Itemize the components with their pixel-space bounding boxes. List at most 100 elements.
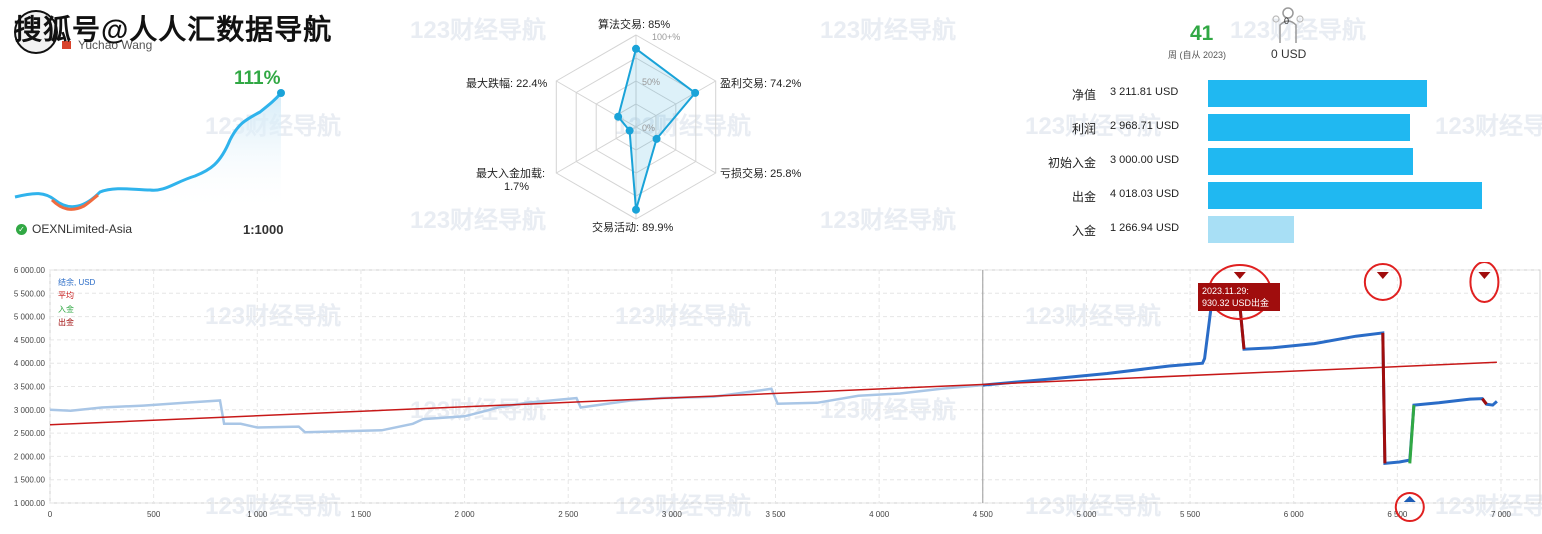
x-tick-label: 1 500 — [351, 510, 372, 519]
balance-row-deposit: 入金 1 266.94 USD — [1010, 216, 1530, 243]
x-tick-label: 2 500 — [558, 510, 579, 519]
y-tick-label: 5 500.00 — [14, 289, 46, 298]
radar-label-max-deposit-value: 1.7% — [504, 181, 530, 193]
tooltip-date: 2023.11.29: — [1202, 286, 1249, 296]
radar-label-profit: 盈利交易: 74.2% — [720, 78, 802, 90]
balance-history-line — [49, 383, 983, 434]
x-tick-label: 0 — [48, 510, 53, 519]
x-tick-label: 3 000 — [662, 510, 683, 519]
avatar[interactable] — [14, 10, 58, 54]
y-tick-label: 6 000.00 — [14, 266, 46, 275]
y-tick-label: 3 000.00 — [14, 406, 46, 415]
y-tick-label: 5 000.00 — [14, 313, 46, 322]
y-tick-label: 4 000.00 — [14, 359, 46, 368]
deposit-marker — [1403, 496, 1416, 502]
x-tick-label: 1 000 — [247, 510, 268, 519]
x-tick-label: 3 500 — [765, 510, 786, 519]
x-tick-label: 5 000 — [1076, 510, 1097, 519]
chart-ticks: 6 000.00 5 500.00 5 000.00 4 500.00 4 000.00… — [14, 266, 1512, 519]
x-tick-label: 500 — [147, 510, 161, 519]
legend-deposit[interactable]: 入金 — [58, 305, 74, 314]
growth-line — [14, 92, 283, 209]
legend-balance[interactable]: 结余, USD — [58, 278, 96, 287]
growth-value: 111% — [234, 68, 281, 89]
balance-label: 利润 — [1071, 122, 1096, 136]
balance-label: 净值 — [1071, 88, 1096, 102]
watermark: 123财经导航 — [820, 207, 957, 234]
withdrawal-marker — [1233, 272, 1246, 279]
radar-spoke — [556, 126, 637, 174]
leverage: 1:1000 — [243, 222, 284, 237]
y-tick-label: 2 000.00 — [14, 452, 46, 461]
radar-point — [632, 44, 640, 53]
balance-bar — [1208, 216, 1294, 243]
radar-label-drawdown: 最大跌幅: 22.4% — [466, 78, 548, 90]
watermark: 123财经导航 — [820, 17, 957, 44]
chart-grid — [49, 269, 1541, 504]
radar-spoke — [635, 126, 716, 174]
balance-row-equity: 净值 3 211.81 USD — [1010, 80, 1530, 107]
balance-bar — [1208, 80, 1427, 107]
balance-value: 4 018.03 USD — [1110, 188, 1180, 200]
withdrawal-marker — [1376, 272, 1389, 279]
broker-name[interactable]: OEXNLimited-Asia — [32, 222, 133, 236]
legend-withdrawal[interactable]: 出金 — [58, 318, 74, 327]
radar-point — [691, 88, 700, 97]
radar-grid-label: 0% — [642, 123, 655, 133]
author-name[interactable]: Yuchao Wang — [78, 38, 153, 52]
average-line — [49, 361, 1497, 426]
balance-value: 3 000.00 USD — [1110, 154, 1180, 166]
radar-label-algo: 算法交易: 85% — [598, 19, 671, 31]
x-tick-label: 4 000 — [869, 510, 890, 519]
x-tick-label: 5 500 — [1180, 510, 1201, 519]
subscribers-value: 0 USD — [1271, 47, 1307, 61]
balance-label: 出金 — [1071, 190, 1096, 204]
balance-chart[interactable]: 6 000.00 5 500.00 5 000.00 4 500.00 4 000.00… — [0, 262, 1542, 534]
growth-endpoint — [277, 89, 285, 97]
subscribers-icon — [1272, 7, 1304, 43]
radar-spoke — [556, 80, 637, 128]
balance-value: 3 211.81 USD — [1110, 86, 1179, 98]
withdrawal-segment — [1481, 397, 1488, 406]
radar-points — [614, 44, 700, 214]
y-tick-label: 3 500.00 — [14, 383, 46, 392]
balance-label: 初始入金 — [1047, 156, 1096, 170]
radar-point — [632, 205, 640, 214]
balance-row-initial-deposit: 初始入金 3 000.00 USD — [1010, 148, 1530, 175]
radar-label-activity: 交易活动: 89.9% — [592, 222, 674, 234]
subscribers-count: 0 — [1284, 16, 1290, 26]
x-tick-label: 7 000 — [1491, 510, 1512, 519]
y-tick-label: 1 000.00 — [14, 499, 46, 508]
check-icon: ✓ — [16, 223, 27, 235]
tooltip-amount: 930.32 USD出金 — [1202, 298, 1270, 308]
withdrawal-segment — [1381, 332, 1387, 464]
balance-value: 2 968.71 USD — [1110, 120, 1180, 132]
radar-spoke — [635, 80, 716, 128]
chart-tooltip: 2023.11.29: 930.32 USD出金 — [1198, 283, 1280, 311]
weeks-value: 41 — [1190, 22, 1214, 45]
x-tick-label: 6 000 — [1284, 510, 1305, 519]
legend-average[interactable]: 平均 — [58, 291, 74, 300]
withdrawal-segment — [1238, 304, 1246, 350]
radar-point — [625, 126, 634, 135]
highlight-circle — [1469, 262, 1500, 303]
y-tick-label: 1 500.00 — [14, 476, 46, 485]
withdrawal-marker — [1478, 272, 1491, 279]
balance-value: 1 266.94 USD — [1110, 222, 1180, 234]
flag-icon — [62, 41, 71, 49]
balance-label: 入金 — [1071, 224, 1096, 238]
y-tick-label: 2 500.00 — [14, 429, 46, 438]
chart-markers — [1207, 262, 1500, 522]
balance-row-withdrawal: 出金 4 018.03 USD — [1010, 182, 1530, 209]
chart-lines — [49, 301, 1498, 466]
x-tick-label: 4 500 — [973, 510, 994, 519]
radar-point — [652, 134, 661, 143]
radar-chart: 100+% 50% 0% — [555, 32, 717, 220]
radar-point — [614, 112, 623, 121]
balance-row-profit: 利润 2 968.71 USD — [1010, 114, 1530, 141]
highlight-circle — [1394, 492, 1425, 522]
x-tick-label: 2 000 — [455, 510, 476, 519]
radar-label-max-deposit: 最大入金加载: — [476, 168, 546, 180]
broker-row[interactable]: ✓ OEXNLimited-Asia — [16, 222, 132, 236]
balance-bar — [1208, 114, 1410, 141]
